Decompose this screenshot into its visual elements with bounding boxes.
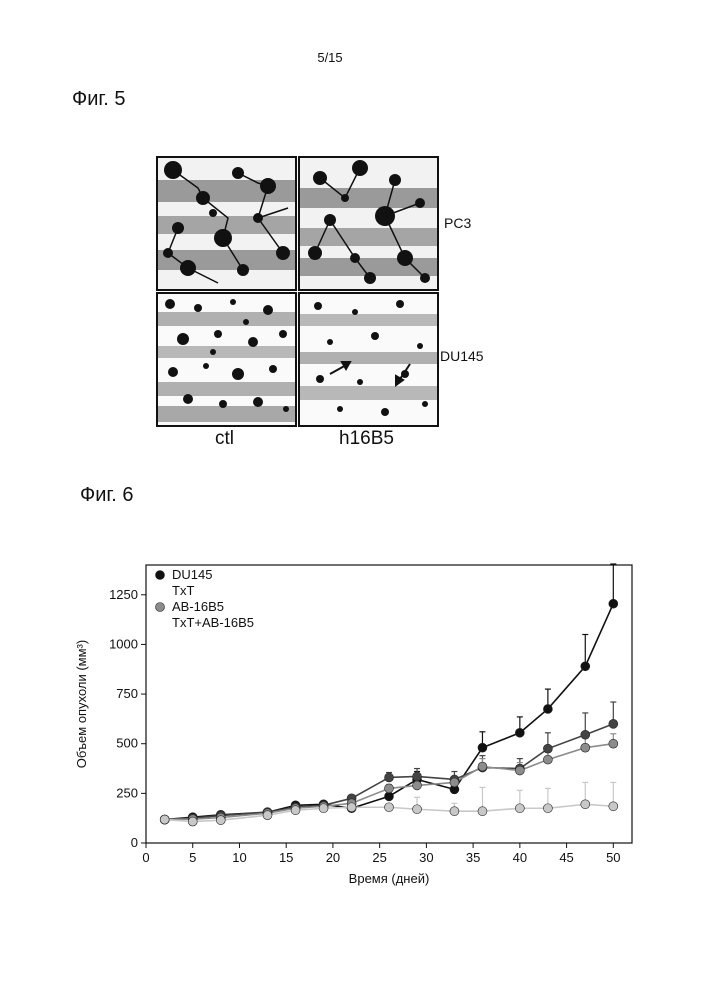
figure-5-label: Фиг. 5 [72, 88, 125, 111]
y-tick-label: 0 [131, 835, 138, 850]
y-tick-label: 750 [116, 686, 138, 701]
data-point [216, 816, 225, 825]
col-label-h16b5: h16B5 [298, 428, 435, 450]
y-tick-label: 1000 [109, 636, 138, 651]
tumor-volume-chart: 05101520253035404550025050075010001250Вр… [60, 555, 660, 900]
row-label-pc3: PC3 [444, 215, 471, 231]
x-tick-label: 35 [466, 850, 480, 865]
data-point [478, 762, 487, 771]
x-tick-label: 20 [326, 850, 340, 865]
data-point [515, 766, 524, 775]
chart-axes: 05101520253035404550025050075010001250Вр… [74, 565, 632, 886]
x-axis-label: Время (дней) [349, 871, 430, 886]
y-axis-label: Объем опухоли (мм³) [74, 640, 89, 768]
data-point [581, 662, 590, 671]
data-point [543, 804, 552, 813]
data-point [609, 739, 618, 748]
data-point [478, 807, 487, 816]
data-point [515, 728, 524, 737]
chart-legend: DU145TxTAB-16B5TxT+AB-16B5 [156, 567, 255, 630]
micrograph-du145-h16b5 [298, 292, 439, 427]
data-point [188, 817, 197, 826]
x-tick-label: 30 [419, 850, 433, 865]
legend-marker [156, 571, 165, 580]
data-point [385, 803, 394, 812]
data-point [347, 803, 356, 812]
data-point [609, 599, 618, 608]
data-point [291, 806, 300, 815]
row-label-du145: DU145 [440, 348, 484, 364]
col-label-ctl: ctl [156, 428, 293, 450]
micrograph-du145-ctl [156, 292, 297, 427]
data-point [581, 730, 590, 739]
x-tick-label: 25 [372, 850, 386, 865]
chart-error-bars [190, 564, 617, 822]
data-point [543, 704, 552, 713]
x-tick-label: 15 [279, 850, 293, 865]
data-point [609, 802, 618, 811]
data-point [263, 811, 272, 820]
data-point [413, 805, 422, 814]
x-tick-label: 0 [142, 850, 149, 865]
data-point [319, 804, 328, 813]
chart-markers [160, 599, 618, 826]
x-tick-label: 5 [189, 850, 196, 865]
legend-label: TxT [172, 583, 194, 598]
data-point [385, 784, 394, 793]
micrograph-pc3-ctl [156, 156, 297, 291]
data-point [581, 800, 590, 809]
data-point [515, 804, 524, 813]
x-tick-label: 10 [232, 850, 246, 865]
legend-label: TxT+AB-16B5 [172, 615, 254, 630]
data-point [543, 744, 552, 753]
data-point [450, 807, 459, 816]
legend-label: DU145 [172, 567, 212, 582]
data-point [413, 781, 422, 790]
data-point [413, 772, 422, 781]
data-point [160, 815, 169, 824]
legend-marker [156, 603, 165, 612]
y-tick-label: 500 [116, 736, 138, 751]
data-point [543, 755, 552, 764]
figure-6-label: Фиг. 6 [80, 484, 133, 507]
data-point [581, 743, 590, 752]
page-number: 5/15 [300, 50, 360, 65]
micrograph-pc3-h16b5 [298, 156, 439, 291]
x-tick-label: 40 [513, 850, 527, 865]
legend-label: AB-16B5 [172, 599, 224, 614]
x-tick-label: 45 [559, 850, 573, 865]
x-tick-label: 50 [606, 850, 620, 865]
data-point [385, 773, 394, 782]
y-tick-label: 1250 [109, 587, 138, 602]
y-tick-label: 250 [116, 785, 138, 800]
data-point [450, 778, 459, 787]
data-point [609, 719, 618, 728]
data-point [478, 743, 487, 752]
